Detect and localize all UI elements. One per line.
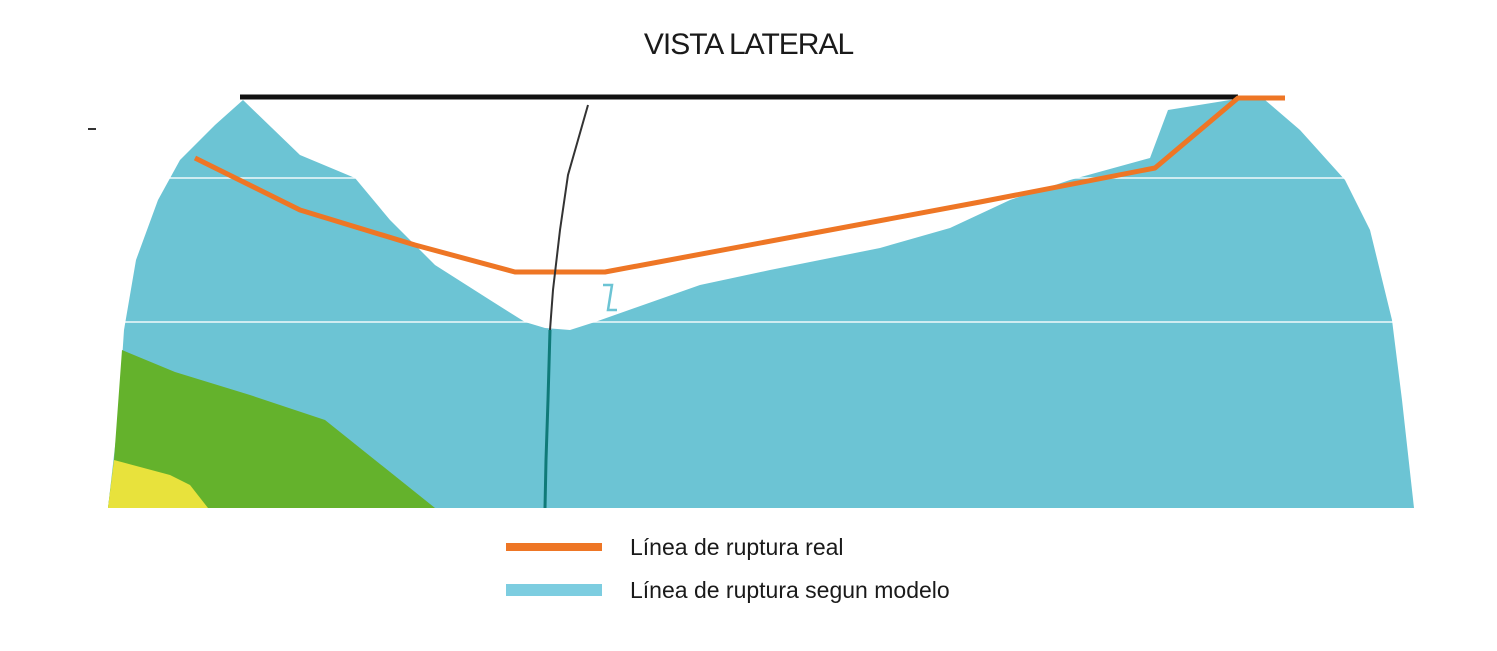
legend-swatch-cyan — [506, 584, 602, 596]
legend-label-model: Línea de ruptura segun modelo — [630, 576, 950, 603]
legend-label-real: Línea de ruptura real — [630, 533, 844, 560]
green-zone — [108, 350, 435, 508]
legend-item-model: Línea de ruptura segun modelo — [506, 575, 950, 605]
fault-trace-lower — [543, 329, 552, 509]
diagram-title: VISTA LATERAL — [643, 28, 854, 61]
legend-item-real: Línea de ruptura real — [506, 532, 844, 562]
yellow-zone — [108, 460, 208, 508]
model-terrain-area — [108, 100, 1414, 508]
legend-swatch-orange — [506, 543, 602, 551]
real-rupture-line — [193, 95, 1285, 275]
fault-trace-upper — [549, 104, 589, 331]
rupture-tag-mark — [603, 283, 617, 312]
